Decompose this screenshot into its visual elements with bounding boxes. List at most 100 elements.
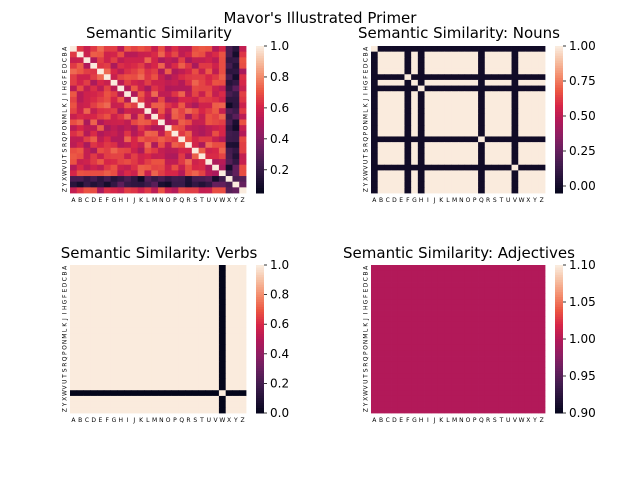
heatmap-cell [451,321,459,329]
heatmap-cell [191,304,200,311]
heatmap-cell [531,407,539,414]
colorbar-segment [555,175,563,179]
heatmap-cell [205,361,213,368]
heatmap-cell [83,147,91,154]
heatmap-cell [511,344,519,351]
heatmap-cell [137,339,145,346]
heatmap-cell [471,390,479,397]
heatmap-cell [491,57,499,64]
heatmap-cell [384,68,392,75]
heatmap-cell [178,299,186,306]
heatmap-cell [431,327,439,334]
colorbar-segment [256,383,264,387]
heatmap-cell [498,51,506,58]
heatmap-cell [484,367,492,374]
heatmap-cell [232,136,240,143]
heatmap-cell [404,62,412,70]
heatmap-cell [458,344,466,351]
heatmap-cell [144,304,152,311]
heatmap-cell [511,108,519,115]
heatmap-cell [151,327,159,334]
heatmap-cell [524,96,533,103]
heatmap-cell [212,142,220,149]
heatmap-cell [70,333,78,340]
heatmap-cell [83,108,91,115]
y-tick-label: Y [363,402,370,407]
heatmap-cell [404,310,412,317]
heatmap-cell [417,51,425,58]
heatmap-cell [218,356,227,363]
heatmap-cell [411,130,419,137]
heatmap-cell [137,361,145,368]
heatmap-cell [511,159,519,166]
heatmap-cell [178,390,186,397]
heatmap-cell [103,91,112,98]
heatmap-cell [511,390,519,397]
heatmap-cell [130,62,139,70]
heatmap-cell [130,96,139,103]
heatmap-cell [83,327,91,334]
heatmap-cell [464,367,472,374]
heatmap-cell [205,339,213,346]
heatmap-cell [504,304,512,311]
heatmap-cell [178,102,186,109]
heatmap-cell [431,85,439,92]
heatmap-cell [491,68,499,75]
heatmap-cell [437,187,446,194]
heatmap-cell [151,102,159,109]
heatmap-cell [137,74,145,81]
heatmap-cell [484,333,492,340]
heatmap-cell [198,390,206,397]
heatmap-cell [384,125,392,132]
heatmap-cell [384,51,392,58]
heatmap-cell [103,390,112,397]
y-tick-label: S [62,149,69,153]
heatmap-cell [424,344,432,351]
heatmap-cell [411,153,419,160]
heatmap-cell [538,164,546,171]
heatmap-cell [171,91,179,98]
heatmap-cell [504,142,512,149]
heatmap-cell [491,361,499,368]
colorbar-segment [256,388,264,392]
heatmap-cell [212,108,220,115]
heatmap-cell [431,153,439,160]
heatmap-cell [478,125,486,132]
x-tick-label: N [159,197,164,204]
heatmap-cell [90,153,98,160]
heatmap-cell [411,62,419,70]
heatmap-cell [151,68,159,75]
heatmap-cell [471,136,479,143]
heatmap-cell [391,119,399,126]
heatmap-cell [504,187,512,194]
heatmap-cell [371,361,379,368]
heatmap-cell [110,147,118,154]
heatmap-cell [191,147,200,154]
heatmap-cell [83,282,91,289]
heatmap-cell [458,68,466,75]
heatmap-cell [117,316,125,323]
heatmap-cell [90,46,98,53]
heatmap-cell [391,282,399,289]
heatmap-cell [124,85,132,92]
heatmap-cell [377,282,385,289]
heatmap-cell [444,350,452,357]
heatmap-cell [538,170,546,177]
heatmap-cell [90,373,98,380]
heatmap-cell [239,142,247,149]
heatmap-cell [185,373,193,380]
heatmap-cell [384,321,392,329]
heatmap-cell [144,164,152,171]
heatmap-cell [232,327,240,334]
heatmap-cell [212,299,220,306]
heatmap-cell [451,282,459,289]
heatmap-cell [464,282,472,289]
heatmap-cell [124,395,132,403]
heatmap-cell [371,74,379,81]
heatmap-cell [458,316,466,323]
heatmap-cell [431,96,439,103]
y-tick-label: T [62,374,69,379]
heatmap-cell [531,395,539,403]
heatmap-cell [411,187,419,194]
heatmap-cell [164,85,172,92]
